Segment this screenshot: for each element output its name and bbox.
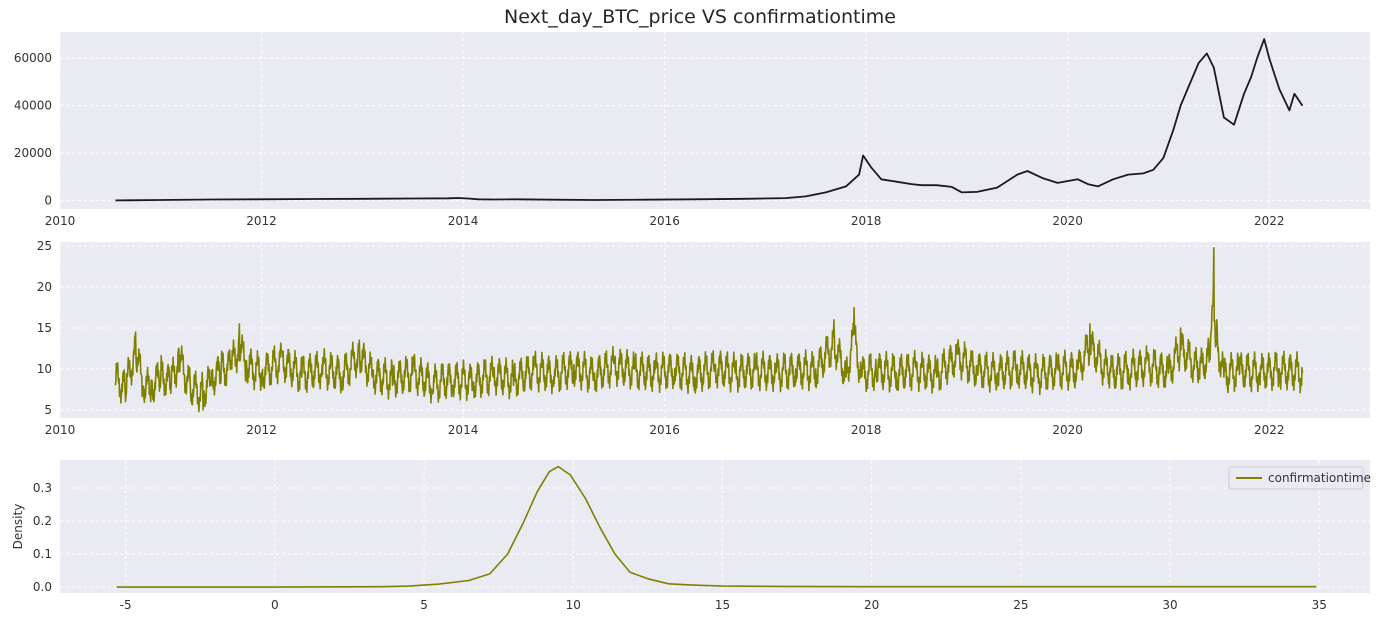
series-line [116,465,1317,588]
chart-title: Next_day_BTC_price VS confirmationtime [504,6,896,28]
y-tick-label: 0.0 [33,580,52,594]
y-tick-label: 40000 [14,99,52,113]
y-axis-label: Density [11,504,25,550]
x-tick-label: 2012 [246,423,277,437]
series-line [115,38,1304,202]
x-tick-label: 0 [271,598,279,612]
x-tick-label: 2016 [649,423,680,437]
legend-label: confirmationtime [1268,471,1371,485]
x-tick-label: 10 [566,598,581,612]
y-tick-label: 20000 [14,146,52,160]
x-tick-label: 2010 [45,423,76,437]
density-panel: -5 0 5 10 15 20 25 30 35 0.0 0.1 0.2 0.3 Density confi… [11,460,1371,612]
x-tick-label: 5 [420,598,428,612]
x-tick-label: 2020 [1052,423,1083,437]
x-tick-label: 35 [1312,598,1327,612]
x-tick-label: 25 [1013,598,1028,612]
x-tick-label: 2016 [649,214,680,228]
x-tick-label: 30 [1162,598,1177,612]
x-tick-label: 2010 [45,214,76,228]
x-tick-label: 2012 [246,214,277,228]
plot-area [60,32,1370,209]
plot-area [60,460,1370,593]
legend-box [1228,466,1364,490]
price-panel: 2010 2012 2014 2016 2018 2020 2022 0 20000 40000 6… [14,32,1370,228]
series-line [114,246,1304,413]
y-tick-label: 0 [44,194,52,208]
y-tick-label: 0.2 [33,514,52,528]
x-tick-label: 2014 [448,214,479,228]
confirmation-time-panel: 2010 2012 2014 2016 2018 2020 2022 5 10 15 20 25 [37,239,1370,437]
y-tick-label: 15 [37,321,52,335]
plot-area [60,242,1370,418]
y-tick-label: 20 [37,280,52,294]
y-tick-label: 0.3 [33,481,52,495]
x-tick-label: 15 [715,598,730,612]
legend: confirmationtime [1228,466,1371,490]
x-tick-label: 20 [864,598,879,612]
y-tick-label: 10 [37,362,52,376]
x-tick-label: 2022 [1254,423,1285,437]
y-tick-label: 0.1 [33,547,52,561]
x-tick-label: -5 [120,598,132,612]
x-tick-label: 2014 [448,423,479,437]
y-tick-label: 5 [44,403,52,417]
x-tick-label: 2018 [851,423,882,437]
x-tick-label: 2022 [1254,214,1285,228]
y-tick-label: 60000 [14,51,52,65]
y-tick-label: 25 [37,239,52,253]
x-tick-label: 2018 [851,214,882,228]
x-tick-label: 2020 [1052,214,1083,228]
